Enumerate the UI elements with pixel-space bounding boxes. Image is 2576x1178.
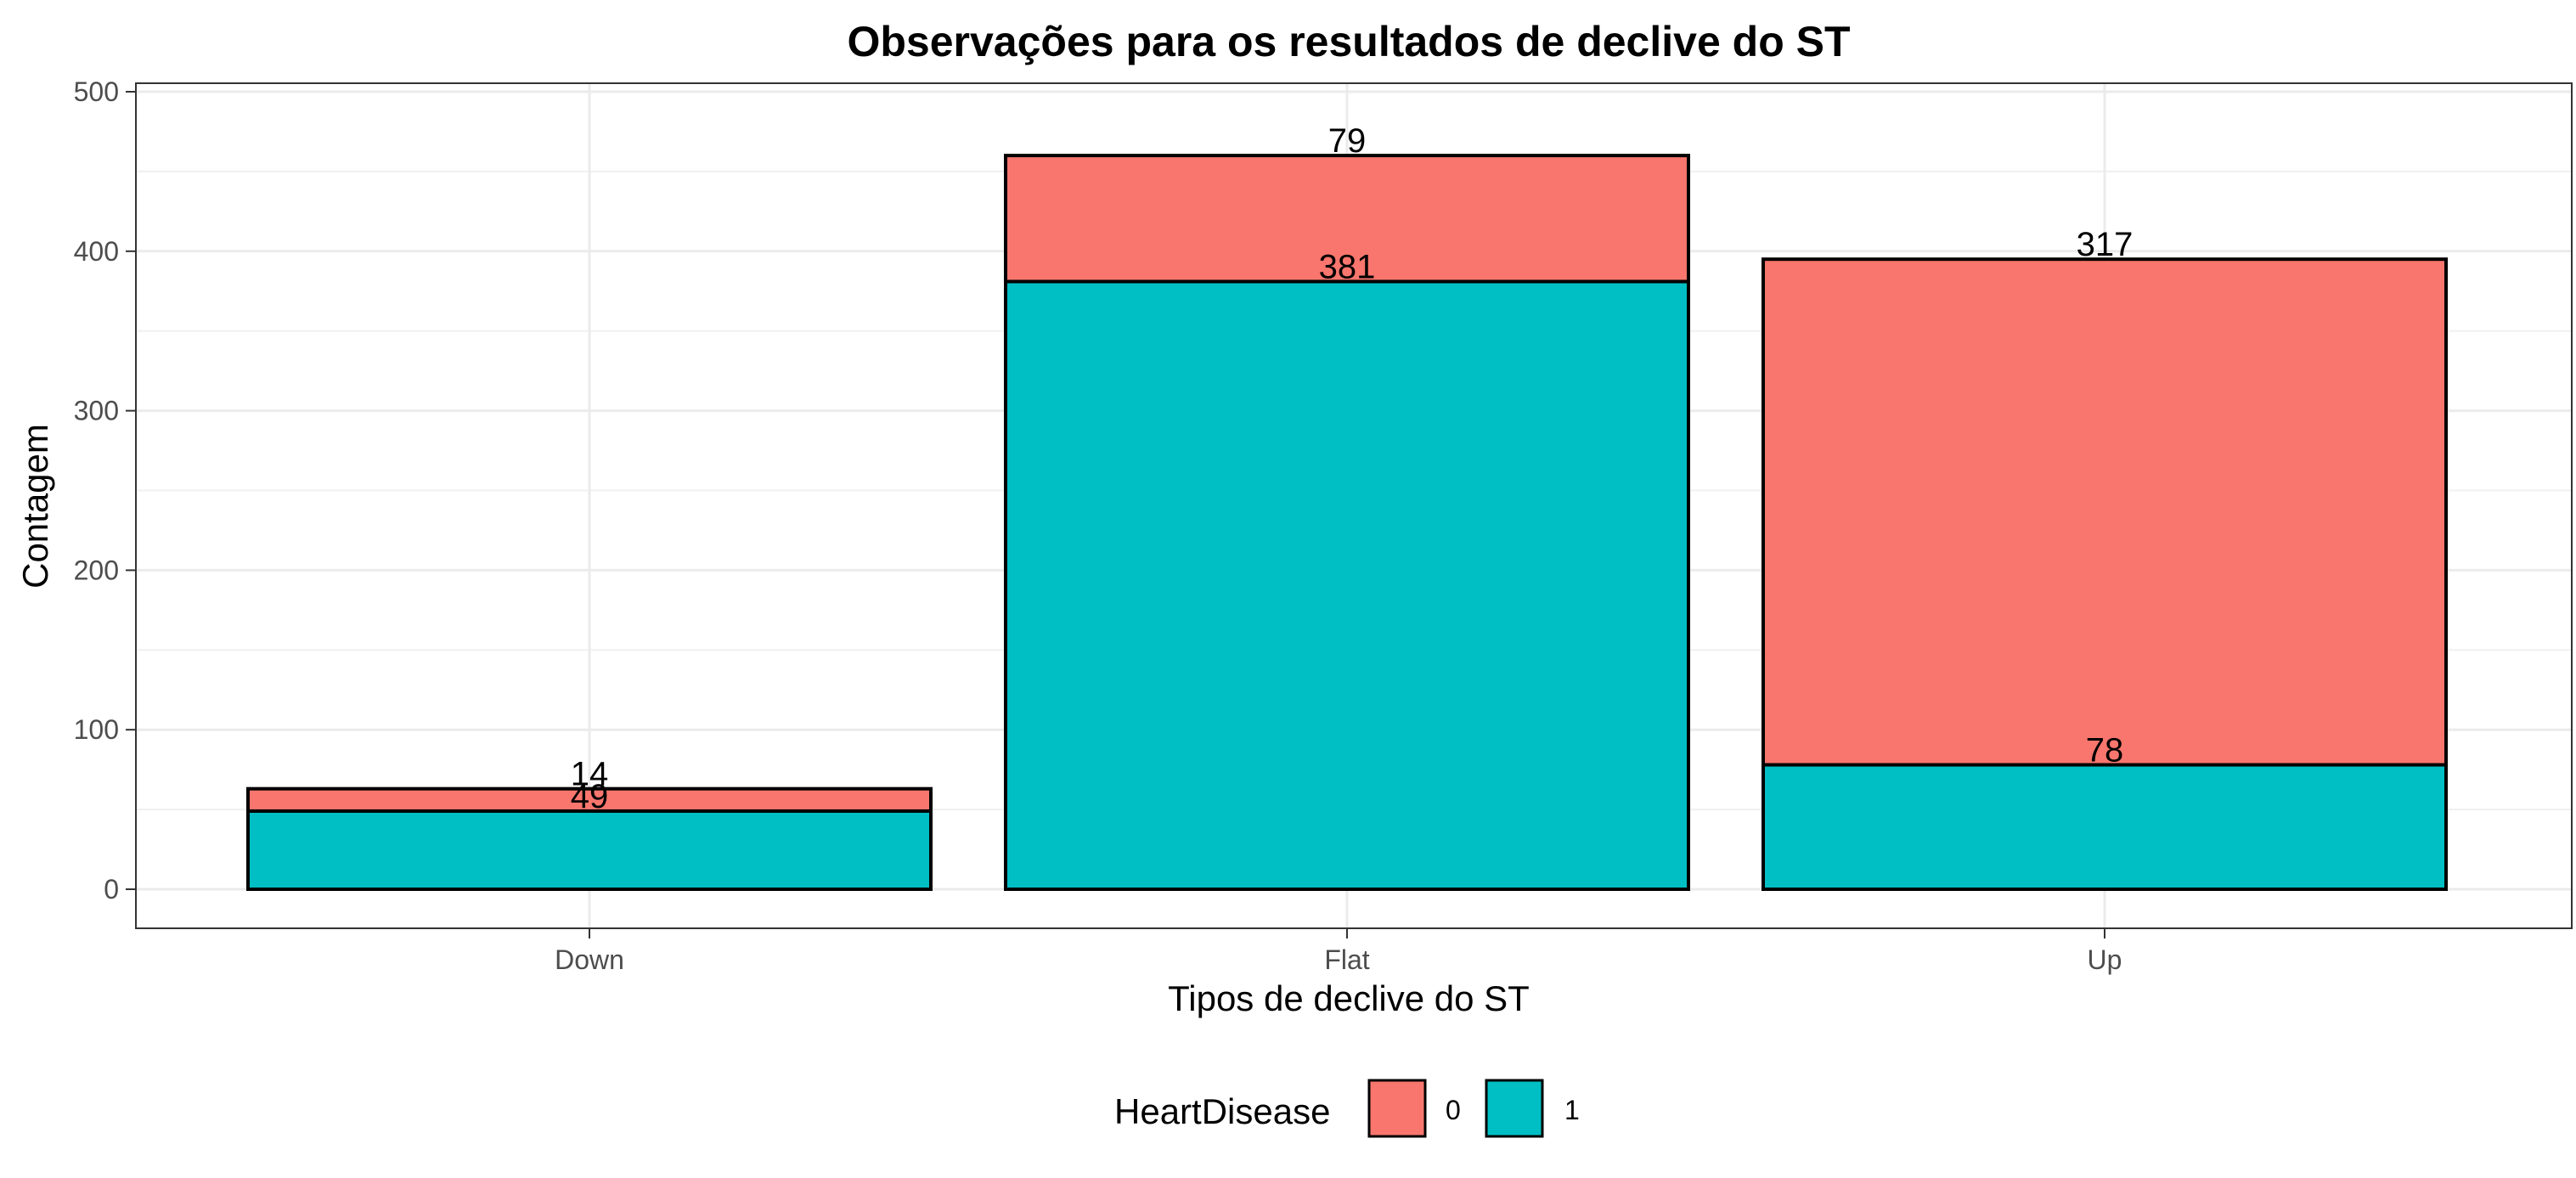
plot-panel-border (135, 82, 2573, 929)
x-tick-label: Down (555, 944, 624, 975)
y-tick-label: 400 (74, 236, 119, 267)
y-tick-label: 300 (74, 396, 119, 426)
legend: HeartDisease 0 1 (1114, 1079, 1580, 1138)
data-label-down-series-1: 49 (571, 778, 609, 815)
legend-label-0: 0 (1446, 1095, 1461, 1125)
bar-flat-series-1 (1004, 279, 1690, 891)
y-tick-label: 200 (74, 555, 119, 585)
data-label-up-series-1: 78 (2086, 732, 2124, 769)
y-tick-label: 0 (104, 874, 119, 905)
data-label-down-series-0: 14 (571, 756, 609, 793)
data-label-flat-series-0: 79 (1328, 122, 1367, 160)
x-axis: Down Flat Up (555, 928, 2122, 975)
x-tick-label: Flat (1324, 944, 1369, 975)
legend-key-1 (1485, 1079, 1544, 1138)
data-label-flat-series-1: 381 (1319, 248, 1376, 285)
legend-key-0 (1367, 1079, 1427, 1138)
bar-up-series-0 (1761, 257, 2448, 767)
y-axis-title: Contagem (15, 424, 55, 589)
chart-title: Observações para os resultados de decliv… (847, 18, 1850, 65)
legend-title: HeartDisease (1114, 1091, 1330, 1131)
y-tick-label: 500 (74, 76, 119, 107)
x-tick-label: Up (2088, 944, 2122, 975)
bar-down-series-1 (246, 809, 933, 892)
data-label-up-series-0: 317 (2077, 226, 2134, 263)
bar-up-series-1 (1761, 763, 2448, 891)
bars (246, 154, 2448, 892)
bar-down-series-0 (246, 786, 933, 813)
y-tick-label: 100 (74, 714, 119, 745)
bar-flat-series-0 (1004, 154, 1690, 284)
legend-label-1: 1 (1564, 1095, 1580, 1125)
y-axis: 0 100 200 300 400 500 (74, 76, 136, 905)
x-axis-title: Tipos de declive do ST (1168, 978, 1530, 1018)
